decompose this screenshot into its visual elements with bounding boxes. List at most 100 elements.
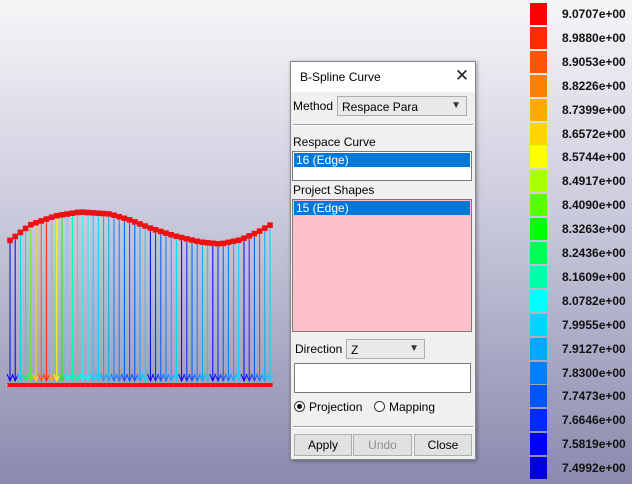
curve-point	[251, 230, 258, 237]
direction-dropdown[interactable]: Z ▼	[346, 339, 425, 359]
close-icon[interactable]: ✕	[454, 66, 470, 85]
arrowhead	[157, 373, 165, 383]
legend-label: 8.9053e+00	[562, 54, 626, 69]
projected-point	[127, 383, 133, 387]
curve-point	[142, 223, 148, 229]
arrowhead	[183, 373, 191, 383]
direction-value: Z	[351, 343, 359, 357]
legend-swatch	[530, 146, 547, 169]
projected-point	[111, 383, 117, 387]
curve-point	[152, 226, 159, 233]
projected-point	[38, 383, 44, 387]
curve-point	[137, 221, 143, 227]
projected-point	[7, 383, 13, 387]
curve-point	[90, 210, 96, 216]
arrowhead	[146, 373, 154, 383]
legend-row: 8.2436e+00	[528, 242, 632, 264]
legend-row: 8.9880e+00	[528, 26, 632, 49]
curve-point	[69, 210, 76, 217]
projected-point	[12, 383, 18, 387]
arrowhead	[178, 373, 186, 383]
projected-point	[75, 383, 81, 387]
curve-point	[38, 218, 44, 224]
projected-point	[132, 383, 138, 387]
undo-button[interactable]: Undo	[353, 434, 412, 456]
arrowhead	[245, 373, 253, 383]
legend-swatch	[530, 265, 547, 288]
arrowhead	[224, 373, 232, 383]
legend-label: 7.5819e+00	[562, 437, 626, 452]
legend-swatch	[530, 122, 547, 145]
legend-row: 8.6572e+00	[528, 122, 632, 145]
projection-radio[interactable]	[294, 401, 305, 412]
projected-point	[142, 383, 148, 387]
projected-point	[106, 383, 112, 387]
projection-arrowheads	[6, 373, 274, 383]
legend-swatch	[530, 194, 547, 217]
mapping-radio[interactable]	[374, 401, 385, 412]
projected-point	[184, 383, 190, 387]
legend-row: 8.4917e+00	[528, 170, 632, 193]
legend-label: 8.4090e+00	[562, 198, 626, 213]
arrowhead	[240, 373, 248, 383]
curve-point	[132, 219, 138, 225]
arrowhead	[167, 373, 175, 383]
arrowhead	[115, 373, 123, 383]
curve-point	[80, 209, 86, 215]
curve-point	[230, 238, 237, 245]
legend-row: 8.3263e+00	[528, 218, 632, 241]
close-button[interactable]: Close	[414, 434, 472, 456]
legend-label: 8.2436e+00	[562, 246, 626, 260]
curve-point	[95, 210, 102, 217]
dialog-titlebar[interactable]: B-Spline Curve ✕	[291, 62, 475, 92]
projected-point	[28, 383, 34, 387]
curve-point	[163, 230, 169, 236]
curve-point	[184, 236, 190, 242]
radio-selected-dot	[297, 404, 302, 409]
list-item[interactable]: 15 (Edge)	[294, 201, 470, 215]
projected-point	[64, 383, 70, 387]
arrowhead	[6, 373, 14, 383]
projected-point	[153, 383, 159, 387]
curve-point	[220, 240, 226, 247]
legend-row: 8.8226e+00	[528, 74, 632, 97]
legend-label: 8.8226e+00	[562, 78, 626, 93]
legend-label: 8.9880e+00	[562, 30, 626, 45]
arrowhead	[141, 373, 149, 383]
projected-point	[246, 383, 252, 387]
legend-swatch	[530, 170, 547, 193]
project-shapes-list[interactable]: 15 (Edge)	[292, 199, 472, 332]
projected-point	[210, 383, 216, 387]
legend-swatch	[530, 98, 547, 121]
list-item[interactable]: 16 (Edge)	[294, 153, 470, 167]
curve-point	[126, 217, 133, 223]
curve-point	[189, 237, 195, 243]
method-dropdown[interactable]: Respace Para ▼	[337, 96, 467, 116]
legend-swatch	[530, 242, 547, 264]
legend-label: 7.6646e+00	[562, 413, 626, 428]
arrowhead	[63, 373, 71, 383]
chevron-down-icon: ▼	[409, 343, 419, 354]
projected-point	[168, 383, 174, 387]
arrowhead	[204, 373, 212, 383]
curve-point	[106, 211, 112, 217]
direction-input[interactable]	[294, 363, 471, 393]
projected-point	[236, 383, 242, 387]
arrowhead	[79, 373, 87, 383]
arrowhead	[193, 373, 201, 383]
arrowhead	[58, 373, 66, 383]
curve-point	[100, 210, 107, 217]
legend-row: 8.1609e+00	[528, 265, 632, 288]
legend-label: 8.4917e+00	[562, 174, 626, 189]
projected-point	[54, 383, 60, 387]
projection-label[interactable]: Projection	[309, 400, 363, 414]
project-shape-edge	[6, 383, 273, 387]
mapping-label[interactable]: Mapping	[389, 400, 436, 414]
arrowhead	[188, 373, 196, 383]
arrowhead	[126, 373, 134, 383]
apply-button[interactable]: Apply	[294, 434, 352, 456]
legend-swatch	[530, 50, 547, 73]
respace-curve-list[interactable]: 16 (Edge)	[292, 151, 472, 181]
legend-label: 8.7399e+00	[562, 102, 626, 117]
